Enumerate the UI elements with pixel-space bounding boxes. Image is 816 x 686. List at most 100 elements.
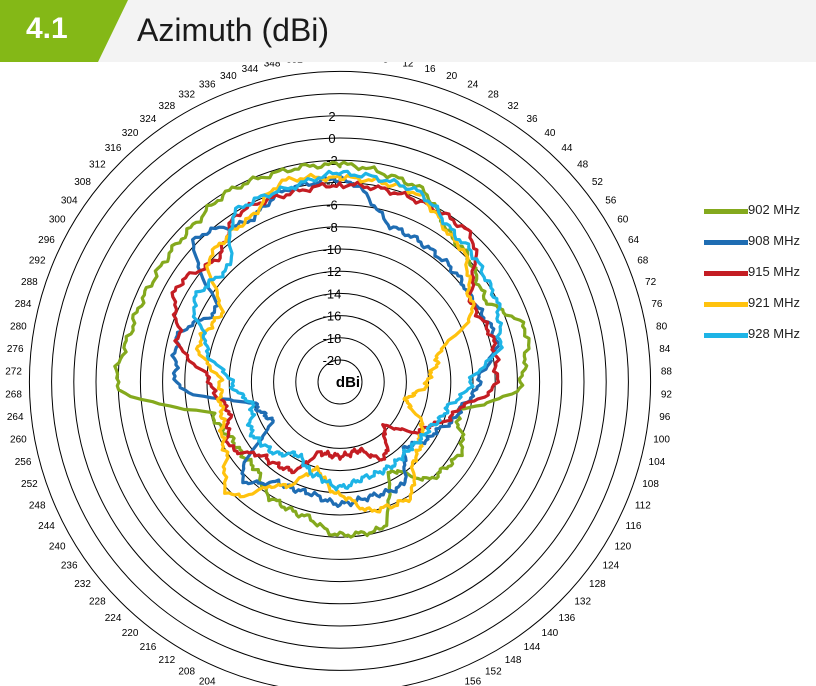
- polar-ring: [51, 93, 629, 671]
- radial-tick-label: 0: [328, 131, 335, 146]
- angle-tick-label: 308: [74, 177, 91, 188]
- angle-tick-label: 48: [577, 160, 589, 171]
- radial-tick-label: -12: [323, 264, 342, 279]
- angle-tick-label: 92: [661, 389, 673, 400]
- angle-tick-label: 152: [485, 666, 502, 677]
- angle-tick-label: 320: [122, 128, 139, 139]
- angle-tick-label: 24: [467, 80, 479, 91]
- angle-tick-label: 112: [635, 500, 651, 511]
- angle-tick-label: 240: [49, 541, 66, 552]
- angle-tick-label: 80: [656, 321, 668, 332]
- angle-tick-label: 256: [15, 457, 32, 468]
- angle-tick-label: 136: [559, 613, 576, 624]
- radial-tick-label: -4: [326, 175, 338, 190]
- angle-tick-label: 64: [628, 235, 640, 246]
- angle-tick-label: 344: [242, 64, 259, 75]
- angle-tick-label: 76: [651, 299, 663, 310]
- angle-tick-label: 316: [105, 143, 122, 154]
- angle-tick-label: 88: [661, 367, 673, 378]
- polar-ring: [95, 137, 585, 627]
- section-header: 4.1 Azimuth (dBi): [0, 0, 816, 62]
- series-line: [113, 160, 531, 539]
- legend-label: 928 MHz: [748, 326, 801, 341]
- angle-tick-label: 208: [178, 666, 195, 677]
- polar-ring: [73, 115, 607, 649]
- polar-chart: -20-18-16-14-12-10-8-6-4-202dBi048121620…: [5, 62, 673, 686]
- angle-tick-label: 272: [5, 367, 22, 378]
- angle-tick-label: 340: [220, 71, 237, 82]
- angle-tick-label: 124: [602, 561, 619, 572]
- series-line: [194, 172, 476, 514]
- angle-tick-label: 12: [402, 62, 414, 70]
- angle-tick-label: 328: [159, 101, 176, 112]
- angle-tick-label: 156: [464, 676, 481, 686]
- angle-tick-label: 108: [642, 479, 659, 490]
- angle-tick-label: 280: [10, 321, 27, 332]
- angle-tick-label: 304: [61, 195, 78, 206]
- angle-tick-label: 248: [29, 500, 46, 511]
- angle-tick-label: 324: [140, 114, 157, 125]
- angle-tick-label: 52: [592, 177, 604, 188]
- angle-tick-label: 348: [264, 62, 281, 70]
- angle-tick-label: 236: [61, 561, 78, 572]
- angle-tick-label: 28: [488, 90, 500, 101]
- radial-tick-label: 2: [328, 109, 335, 124]
- radial-tick-label: -20: [323, 353, 342, 368]
- section-title: Azimuth (dBi): [137, 12, 330, 48]
- angle-tick-label: 204: [199, 676, 216, 686]
- angle-tick-label: 60: [617, 215, 629, 226]
- angle-tick-label: 140: [542, 628, 559, 639]
- center-label: dBi: [336, 374, 360, 391]
- section-number: 4.1: [26, 12, 68, 45]
- polar-ring: [273, 315, 407, 449]
- angle-tick-label: 200: [220, 685, 237, 686]
- legend-swatch: [704, 271, 748, 276]
- angle-tick-label: 212: [159, 655, 176, 666]
- angle-tick-label: 336: [199, 80, 216, 91]
- polar-ring: [317, 359, 363, 405]
- angle-tick-label: 288: [21, 277, 38, 288]
- angle-tick-label: 16: [424, 64, 436, 75]
- angle-tick-label: 104: [649, 457, 666, 468]
- angle-tick-label: 100: [653, 435, 670, 446]
- angle-tick-label: 20: [446, 71, 458, 82]
- radial-tick-label: -16: [323, 309, 342, 324]
- angle-tick-label: 32: [508, 101, 520, 112]
- section-badge: [0, 0, 128, 62]
- angle-tick-label: 312: [89, 160, 106, 171]
- angle-tick-label: 116: [626, 521, 642, 532]
- angle-tick-label: 264: [7, 412, 24, 423]
- angle-tick-label: 84: [659, 344, 671, 355]
- radial-tick-label: -18: [323, 331, 342, 346]
- polar-ring: [250, 292, 430, 472]
- angle-tick-label: 260: [10, 435, 27, 446]
- angle-tick-label: 228: [89, 597, 106, 608]
- angle-tick-label: 292: [29, 256, 46, 267]
- legend-swatch: [704, 209, 748, 214]
- angle-tick-label: 8: [383, 62, 389, 66]
- angle-tick-label: 144: [524, 642, 541, 653]
- angle-tick-label: 224: [105, 613, 122, 624]
- angle-tick-label: 128: [589, 579, 606, 590]
- legend-label: 908 MHz: [748, 233, 801, 248]
- legend-label: 921 MHz: [748, 295, 801, 310]
- angle-tick-label: 276: [7, 344, 24, 355]
- angle-tick-label: 120: [614, 541, 631, 552]
- angle-tick-label: 296: [38, 235, 55, 246]
- series-line: [191, 169, 504, 492]
- radial-tick-label: -10: [323, 242, 342, 257]
- angle-tick-label: 72: [645, 277, 657, 288]
- angle-tick-label: 268: [5, 389, 22, 400]
- radial-tick-label: -6: [326, 198, 338, 213]
- angle-tick-label: 44: [561, 143, 573, 154]
- angle-tick-label: 232: [74, 579, 91, 590]
- legend-label: 902 MHz: [748, 202, 801, 217]
- angle-tick-label: 40: [544, 128, 556, 139]
- angle-tick-label: 216: [140, 642, 157, 653]
- angle-tick-label: 252: [21, 479, 38, 490]
- legend-swatch: [704, 302, 748, 307]
- legend-label: 915 MHz: [748, 264, 801, 279]
- angle-tick-label: 300: [49, 215, 66, 226]
- angle-tick-label: 4: [360, 62, 366, 63]
- angle-tick-label: 36: [526, 114, 538, 125]
